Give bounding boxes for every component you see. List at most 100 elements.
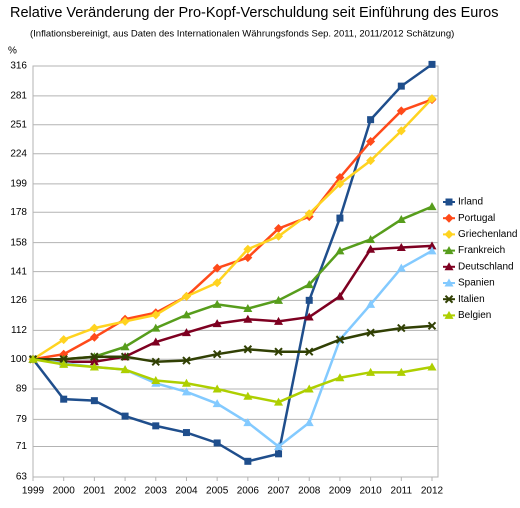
marker [335,179,345,189]
marker [428,60,436,68]
marker [120,316,130,326]
marker [427,362,437,371]
marker [367,116,375,124]
y-tick-label: 100 [10,354,27,365]
marker [151,375,161,384]
marker [89,323,99,333]
x-tick-label: 2012 [421,486,444,497]
marker [151,337,161,346]
marker [152,422,160,430]
marker [182,429,190,437]
x-tick-label: 2010 [359,486,382,497]
marker [366,244,376,253]
legend-label: Deutschland [458,261,514,272]
y-tick-label: 79 [16,414,28,425]
marker [397,82,405,90]
marker [366,234,376,243]
x-tick-label: 2001 [83,486,106,497]
marker [397,323,406,333]
marker [444,246,454,255]
marker [304,312,314,321]
marker [396,263,406,272]
legend-label: Portugal [458,213,495,224]
marker [304,280,314,289]
marker [274,224,284,234]
marker [444,294,454,304]
marker [304,384,314,393]
marker [121,412,129,420]
marker [444,213,454,223]
line [32,358,433,404]
marker [366,299,376,308]
marker [59,335,69,345]
marker [243,391,253,400]
marker [427,241,437,250]
marker [335,291,345,300]
marker [396,126,406,136]
marker [304,418,314,427]
y-tick-label: 63 [16,472,28,483]
marker [274,397,284,406]
marker [427,202,437,211]
line [32,98,433,361]
legend-label: Irland [458,197,483,208]
y-axis-label: % [8,46,17,57]
marker [120,342,130,351]
marker [444,278,454,287]
marker [213,439,221,447]
plot-frame [32,65,439,478]
marker [181,310,191,319]
marker [274,231,284,241]
marker [151,323,161,332]
x-tick-label: 2002 [114,486,137,497]
marker [366,156,376,166]
line [32,244,433,364]
x-tick-label: 2000 [53,486,76,497]
marker [366,136,376,146]
marker [89,362,99,371]
x-tick-label: 1999 [22,486,45,497]
line [33,324,433,364]
y-tick-label: 126 [10,295,27,306]
series: Griechenland [28,94,517,364]
x-tick-label: 2008 [298,486,321,497]
series: Belgien [28,310,491,406]
line [32,249,433,449]
marker [444,229,454,239]
marker [335,246,345,255]
marker [212,349,222,359]
x-tick-label: 2003 [145,486,168,497]
marker [244,457,252,465]
line [32,63,433,463]
y-tick-label: 251 [10,119,27,130]
marker [396,106,406,116]
marker [396,367,406,376]
marker [212,299,222,308]
marker [396,243,406,252]
marker [243,345,253,354]
marker [335,335,345,344]
legend-label: Griechenland [458,229,517,240]
marker [212,263,222,273]
marker [274,347,283,356]
y-tick-label: 178 [10,207,27,218]
marker [212,399,222,408]
marker [305,296,313,304]
y-tick-label: 316 [10,61,27,72]
y-tick-label: 89 [16,384,28,395]
series: Frankreich [28,202,505,363]
y-tick-label: 141 [10,266,27,277]
marker [89,332,99,342]
y-tick-label: 199 [10,179,27,190]
marker [89,357,99,366]
marker [182,356,191,365]
marker [444,310,454,319]
marker [243,253,253,263]
x-tick-label: 2004 [175,486,198,497]
series: Irland [29,60,483,465]
marker [445,198,453,206]
marker [181,378,191,387]
marker [336,214,344,222]
marker [151,310,161,320]
